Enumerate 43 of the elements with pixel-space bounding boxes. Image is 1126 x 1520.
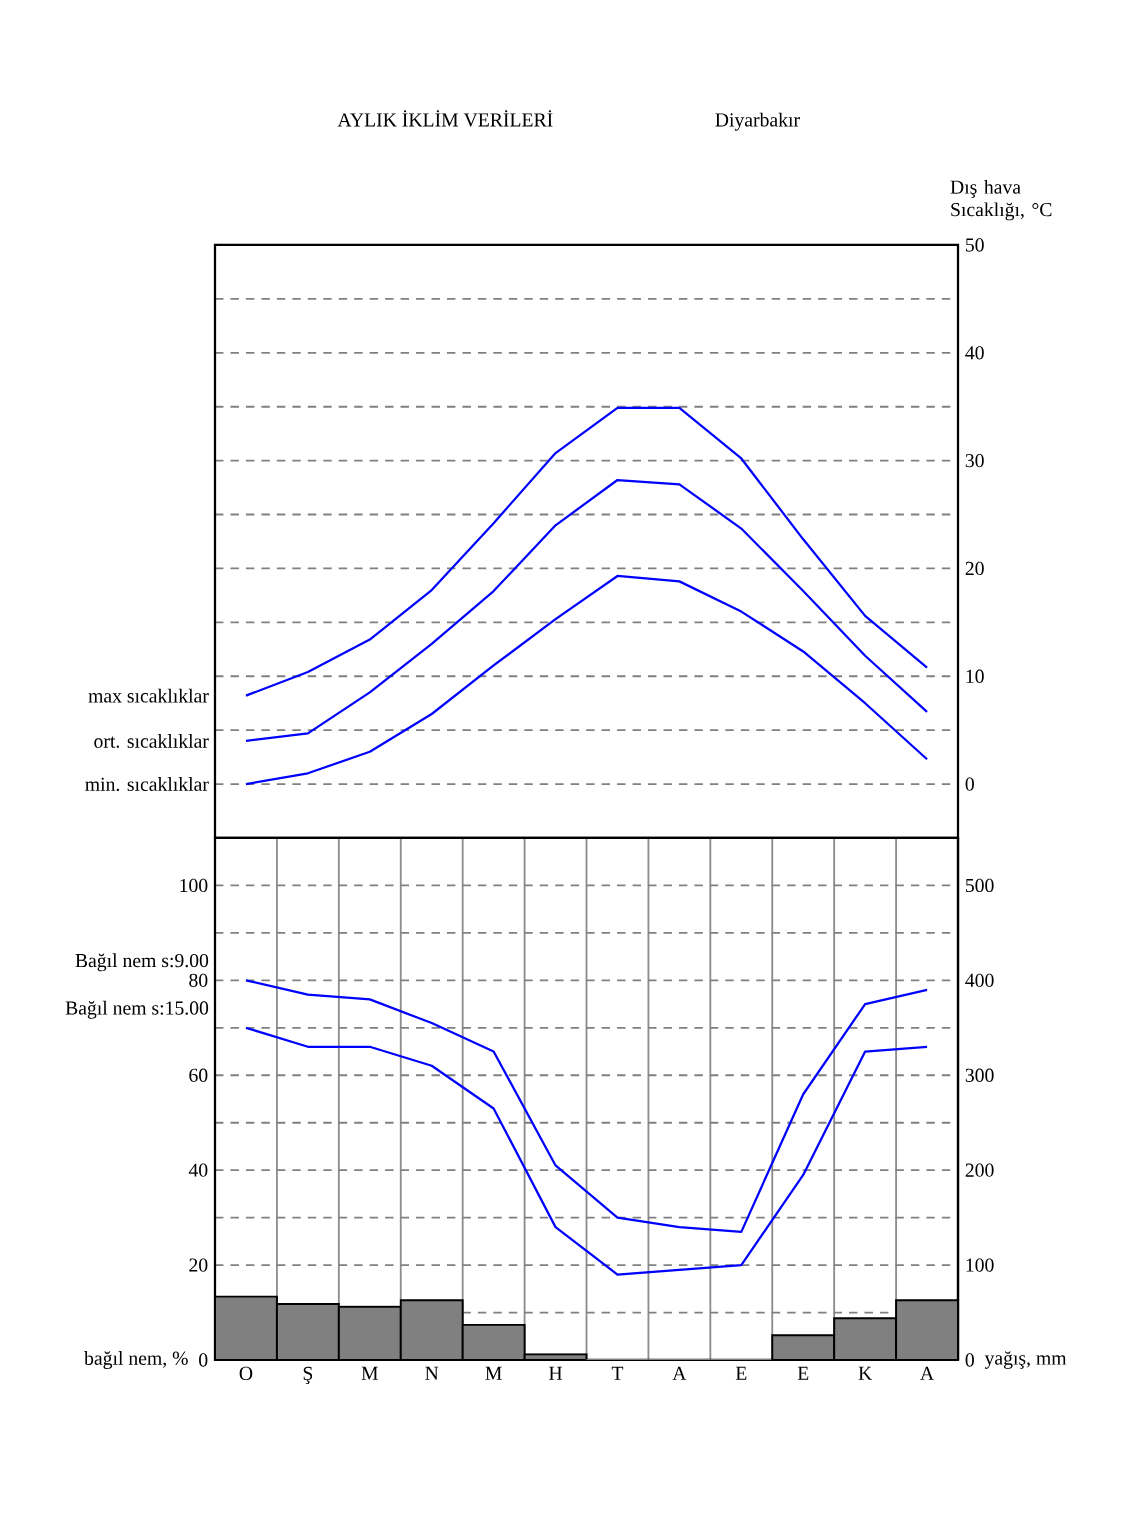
y-tick-label: 0 — [965, 777, 974, 791]
x-tick-label: A — [672, 1366, 687, 1380]
y-tick-label: 80 — [189, 973, 208, 987]
y2-tick-label: 200 — [965, 1163, 994, 1177]
y-tick-label: 10 — [966, 669, 984, 683]
y2-tick-label: 400 — [965, 973, 994, 988]
x-tick-label: M — [361, 1366, 378, 1380]
y2-axis-title: yağış, mm — [984, 1351, 1067, 1369]
y-tick-label: 50 — [966, 238, 984, 252]
series-label: Bağıl nem s:9.00 — [75, 953, 209, 972]
y-tick-label: 40 — [965, 346, 984, 360]
y2-tick-label: 300 — [965, 1068, 994, 1082]
y2-tick-label: 500 — [966, 878, 994, 893]
y-tick-label: 20 — [189, 1258, 208, 1272]
x-tick-label: N — [425, 1366, 439, 1380]
x-tick-label: E — [797, 1366, 809, 1380]
line-series — [244, 1026, 929, 1276]
y-tick-label: 60 — [189, 1068, 208, 1082]
x-tick-label: H — [549, 1366, 563, 1380]
y-axis-title: bağıl nem, % — [84, 1351, 188, 1369]
x-tick-label: A — [920, 1366, 935, 1380]
line-series — [244, 979, 929, 1233]
x-tick-label: O — [239, 1366, 253, 1381]
series-label: Bağıl nem s:15.00 — [65, 1000, 209, 1019]
x-tick-label: E — [735, 1366, 747, 1380]
line-series — [244, 406, 929, 697]
y-tick-label: 30 — [965, 453, 984, 468]
y-tick-label: 40 — [188, 1163, 208, 1177]
line-series — [244, 574, 929, 786]
series-label: max sıcaklıklar — [88, 688, 209, 703]
chart-subtitle: Diyarbakır — [715, 112, 800, 131]
series-label: ort. sıcaklıklar — [94, 733, 209, 748]
x-tick-label: Ş — [303, 1366, 313, 1385]
line-series — [244, 478, 929, 743]
y-tick-label: 0 — [199, 1353, 208, 1367]
y-tick-label: 20 — [965, 561, 984, 576]
y-tick-label: 100 — [180, 878, 208, 893]
y-axis-title: Dış hava Sıcaklığı, °C — [950, 179, 1052, 221]
chart-title: AYLIK İKLİM VERİLERİ — [337, 110, 553, 127]
x-tick-label: M — [485, 1366, 502, 1380]
x-tick-label: K — [858, 1366, 873, 1380]
series-label: min. sıcaklıklar — [85, 777, 209, 792]
x-tick-label: T — [611, 1366, 624, 1380]
